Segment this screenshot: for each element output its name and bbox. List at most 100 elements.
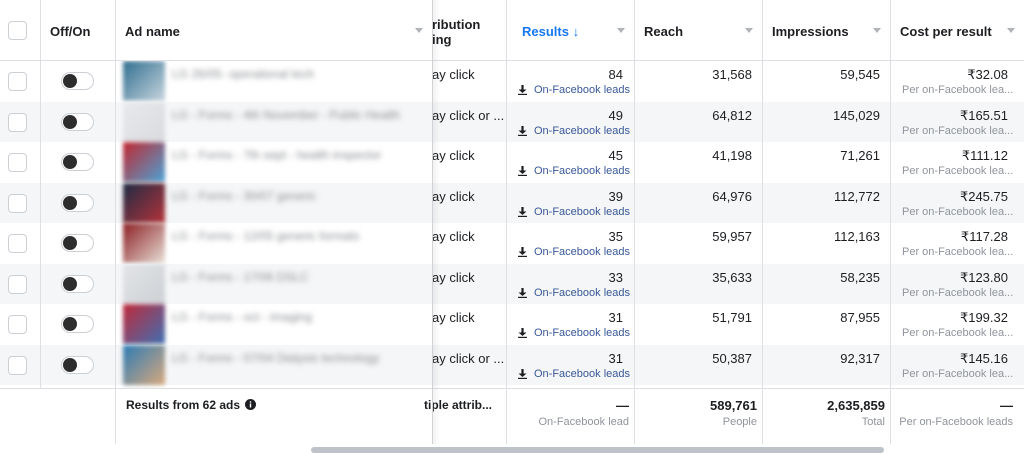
chevron-down-icon[interactable] bbox=[1007, 28, 1015, 33]
cost-subtext: Per on-Facebook lea... bbox=[902, 84, 1014, 96]
row-checkbox[interactable] bbox=[8, 153, 27, 172]
toggle-knob bbox=[63, 276, 77, 291]
ad-name-link[interactable]: LG - Forms - 12/05 generic formats bbox=[172, 229, 360, 243]
reach-value: 59,957 bbox=[712, 229, 752, 244]
column-header-cost[interactable]: Cost per result bbox=[891, 0, 1024, 60]
result-type-link[interactable]: On-Facebook leads bbox=[534, 246, 630, 258]
column-header-label: Cost per result bbox=[900, 24, 992, 39]
cost-value: ₹245.75 bbox=[959, 188, 1008, 204]
table-row[interactable]: LG - Forms - oct - imaging ay click 31 On-F… bbox=[0, 304, 1024, 344]
table-row[interactable]: LG - Forms - 7th sept - health inspector… bbox=[0, 142, 1024, 182]
ad-name-link[interactable]: LG - Forms - 17/06 DSLC bbox=[172, 269, 309, 284]
column-header-impressions[interactable]: Impressions bbox=[763, 0, 890, 60]
impressions-value: 92,317 bbox=[840, 350, 880, 366]
ad-thumbnail[interactable] bbox=[123, 142, 165, 182]
column-divider bbox=[432, 0, 433, 444]
horizontal-scrollbar[interactable] bbox=[311, 447, 884, 453]
column-divider bbox=[634, 0, 635, 444]
download-icon[interactable] bbox=[518, 166, 527, 176]
download-icon[interactable] bbox=[518, 206, 527, 217]
toggle-knob bbox=[63, 317, 77, 331]
download-icon[interactable] bbox=[518, 328, 527, 338]
download-icon[interactable] bbox=[518, 287, 527, 298]
impressions-value: 112,772 bbox=[833, 188, 880, 204]
chevron-down-icon[interactable] bbox=[415, 28, 423, 33]
ad-thumbnail[interactable] bbox=[123, 223, 165, 263]
result-type-link[interactable]: On-Facebook leads bbox=[534, 205, 630, 218]
attribution-setting: ay click or ... bbox=[432, 107, 505, 123]
attribution-setting: ay click or ... bbox=[432, 350, 505, 366]
result-type-link[interactable]: On-Facebook leads bbox=[534, 327, 630, 339]
column-header-adname[interactable]: Ad name bbox=[116, 0, 432, 60]
download-icon[interactable] bbox=[518, 368, 527, 379]
download-icon[interactable] bbox=[518, 85, 527, 95]
ad-toggle[interactable] bbox=[61, 234, 94, 252]
column-header-offon[interactable]: Off/On bbox=[41, 0, 115, 60]
result-type-link[interactable]: On-Facebook leads bbox=[534, 367, 630, 380]
row-checkbox[interactable] bbox=[8, 193, 27, 213]
ad-name-link[interactable]: LG 26/05- operational tech bbox=[172, 67, 315, 81]
info-icon[interactable] bbox=[245, 399, 257, 410]
cost-value: ₹165.51 bbox=[959, 107, 1008, 123]
select-all-checkbox[interactable] bbox=[8, 21, 27, 40]
ad-name-link[interactable]: LG - Forms - oct - imaging bbox=[172, 310, 313, 324]
ad-toggle[interactable] bbox=[61, 153, 94, 171]
chevron-down-icon[interactable] bbox=[873, 28, 881, 33]
results-value: 31 bbox=[608, 350, 623, 366]
ad-toggle[interactable] bbox=[61, 355, 94, 374]
ad-name-link[interactable]: LG - Forms - 4th November - Public Healt… bbox=[172, 107, 401, 122]
table-row[interactable]: LG - Forms - 07/04 Dialysis technology ay… bbox=[0, 344, 1024, 385]
row-checkbox[interactable] bbox=[8, 315, 27, 334]
ad-name-link[interactable]: LG - Forms - 07/04 Dialysis technology bbox=[172, 350, 380, 365]
reach-value: 35,633 bbox=[712, 269, 752, 285]
download-icon[interactable] bbox=[518, 247, 527, 257]
impressions-value: 112,163 bbox=[833, 229, 880, 244]
table-row[interactable]: LG - Forms - 4th November - Public Healt… bbox=[0, 101, 1024, 142]
summary-cost: — bbox=[1000, 398, 1013, 413]
result-type-link[interactable]: On-Facebook leads bbox=[534, 286, 630, 299]
row-checkbox[interactable] bbox=[8, 274, 27, 294]
row-checkbox[interactable] bbox=[8, 112, 27, 132]
ad-toggle[interactable] bbox=[61, 274, 94, 293]
summary-reach-sub: People bbox=[722, 416, 757, 428]
toggle-knob bbox=[63, 357, 77, 372]
ad-thumbnail[interactable] bbox=[123, 263, 165, 304]
attribution-setting: ay click bbox=[432, 188, 475, 204]
ad-toggle[interactable] bbox=[61, 315, 94, 333]
column-divider bbox=[762, 0, 763, 444]
summary-impressions-sub: Total bbox=[861, 416, 885, 428]
table-row[interactable]: LG 26/05- operational tech ay click 84 On-F… bbox=[0, 61, 1024, 101]
row-checkbox[interactable] bbox=[8, 355, 27, 375]
result-type-link[interactable]: On-Facebook leads bbox=[534, 165, 630, 177]
summary-label-text: Results from 62 ads bbox=[126, 398, 241, 412]
chevron-down-icon[interactable] bbox=[745, 28, 753, 33]
table-row[interactable]: LG - Forms - 17/06 DSLC ay click 33 On-Face… bbox=[0, 263, 1024, 304]
chevron-down-icon[interactable] bbox=[617, 28, 625, 33]
ad-name-link[interactable]: LG - Forms - 7th sept - health inspector bbox=[172, 148, 382, 162]
ad-thumbnail[interactable] bbox=[123, 344, 165, 385]
reach-value: 50,387 bbox=[712, 350, 752, 366]
ad-thumbnail[interactable] bbox=[123, 304, 165, 344]
ad-name-link[interactable]: LG - Forms - 30/07 generic bbox=[172, 188, 317, 203]
ad-thumbnail[interactable] bbox=[123, 182, 165, 223]
column-header-reach[interactable]: Reach bbox=[635, 0, 762, 60]
row-checkbox[interactable] bbox=[8, 72, 27, 91]
column-header-attribution[interactable]: ribution ing bbox=[432, 0, 506, 60]
ad-toggle[interactable] bbox=[61, 193, 94, 212]
cost-subtext: Per on-Facebook lea... bbox=[902, 246, 1014, 258]
row-checkbox[interactable] bbox=[8, 234, 27, 253]
results-value: 39 bbox=[608, 188, 623, 204]
ad-thumbnail[interactable] bbox=[123, 101, 165, 142]
column-header-results[interactable]: Results ↓ bbox=[507, 0, 634, 60]
result-type-link[interactable]: On-Facebook leads bbox=[534, 124, 630, 137]
reach-value: 51,791 bbox=[712, 310, 752, 325]
table-row[interactable]: LG - Forms - 12/05 generic formats ay cli… bbox=[0, 223, 1024, 263]
download-icon[interactable] bbox=[518, 125, 527, 136]
ad-toggle[interactable] bbox=[61, 112, 94, 131]
ad-toggle[interactable] bbox=[61, 72, 94, 90]
table-row[interactable]: LG - Forms - 30/07 generic ay click 39 On-F… bbox=[0, 182, 1024, 223]
result-type-link[interactable]: On-Facebook leads bbox=[534, 84, 630, 96]
reach-value: 64,812 bbox=[712, 107, 752, 123]
ad-thumbnail[interactable] bbox=[123, 61, 165, 101]
